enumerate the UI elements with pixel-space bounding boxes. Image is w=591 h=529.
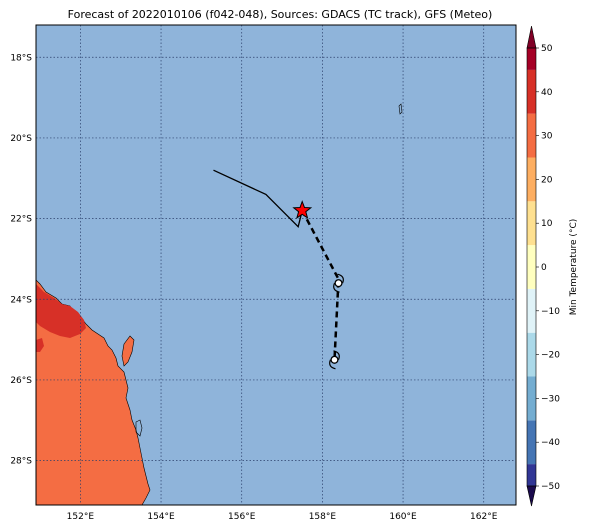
colorbar-segment <box>527 48 536 70</box>
colorbar-segment <box>527 464 536 486</box>
lon-tick-label: 162°E <box>470 512 498 522</box>
colorbar-tick-label: 0 <box>541 263 547 273</box>
colorbar-title: Min Temperature (°C) <box>569 219 579 316</box>
lat-tick-label: 26°S <box>10 376 32 386</box>
colorbar-tick-label: −20 <box>541 351 560 361</box>
cyclone-icon <box>329 350 340 370</box>
lat-tick-label: 18°S <box>10 53 32 63</box>
graticule <box>36 25 516 505</box>
colorbar: 50 40 30 20 10 0 −10 −20 −30 −40 −50 Min Temperatur… <box>526 25 579 507</box>
cyclone-arm <box>333 350 340 361</box>
colorbar-tick-label: 30 <box>541 132 553 142</box>
colorbar-segment <box>527 245 536 289</box>
cyclone-icon <box>333 273 344 293</box>
island <box>135 419 143 437</box>
lat-tick-label: 22°S <box>10 215 32 225</box>
colorbar-tick-label: −30 <box>541 394 560 404</box>
colorbar-segment <box>527 288 536 333</box>
colorbar-segment <box>527 201 536 246</box>
colorbar-tick-label: 40 <box>541 88 553 98</box>
cyclone-eye <box>330 355 339 364</box>
lat-tick-label: 20°S <box>10 134 32 144</box>
lat-tick-label: 24°S <box>10 295 32 305</box>
axis-ticks: 152°E 154°E 156°E 158°E 160°E 162°E 18°S 20°S 22… <box>10 53 497 522</box>
lon-tick-label: 158°E <box>309 512 337 522</box>
cyclone-arm <box>337 273 344 284</box>
current-position-star <box>292 200 313 219</box>
cyclone-eye <box>334 279 343 288</box>
lat-tick-label: 28°S <box>10 457 32 467</box>
colorbar-max-arrow <box>526 25 537 49</box>
colorbar-tick-label: 50 <box>541 44 553 54</box>
island <box>398 103 403 115</box>
colorbar-tick-label: −50 <box>541 482 560 492</box>
colorbar-tick-label: 20 <box>541 175 553 185</box>
lon-tick-label: 160°E <box>389 512 417 522</box>
cyclone-arm <box>333 282 340 293</box>
hot-region <box>36 284 86 338</box>
colorbar-tick-label: 10 <box>541 219 553 229</box>
cyclone-arm <box>329 359 336 370</box>
colorbar-segment <box>527 113 536 158</box>
colorbar-segment <box>527 157 536 202</box>
lon-tick-label: 156°E <box>228 512 256 522</box>
cyclone-track <box>213 169 344 370</box>
map-title: Forecast of 2022010106 (f042-048), Sourc… <box>67 8 493 21</box>
map-border <box>35 24 517 506</box>
map-area: 152°E 154°E 156°E 158°E 160°E 162°E 18°S 20°S 22… <box>10 24 517 522</box>
forecast-track-line <box>301 209 340 360</box>
lon-tick-label: 152°E <box>67 512 95 522</box>
colorbar-tick-label: −40 <box>541 438 560 448</box>
colorbar-segment <box>527 376 536 421</box>
colorbar-segment <box>527 420 536 465</box>
past-track-line <box>213 169 303 228</box>
island <box>121 335 135 367</box>
lon-tick-label: 154°E <box>147 512 175 522</box>
colorbar-segment <box>527 69 536 114</box>
hot-region-small <box>36 338 44 352</box>
colorbar-min-arrow <box>526 485 537 507</box>
colorbar-segment <box>527 332 536 377</box>
colorbar-tick-label: −10 <box>541 307 560 317</box>
